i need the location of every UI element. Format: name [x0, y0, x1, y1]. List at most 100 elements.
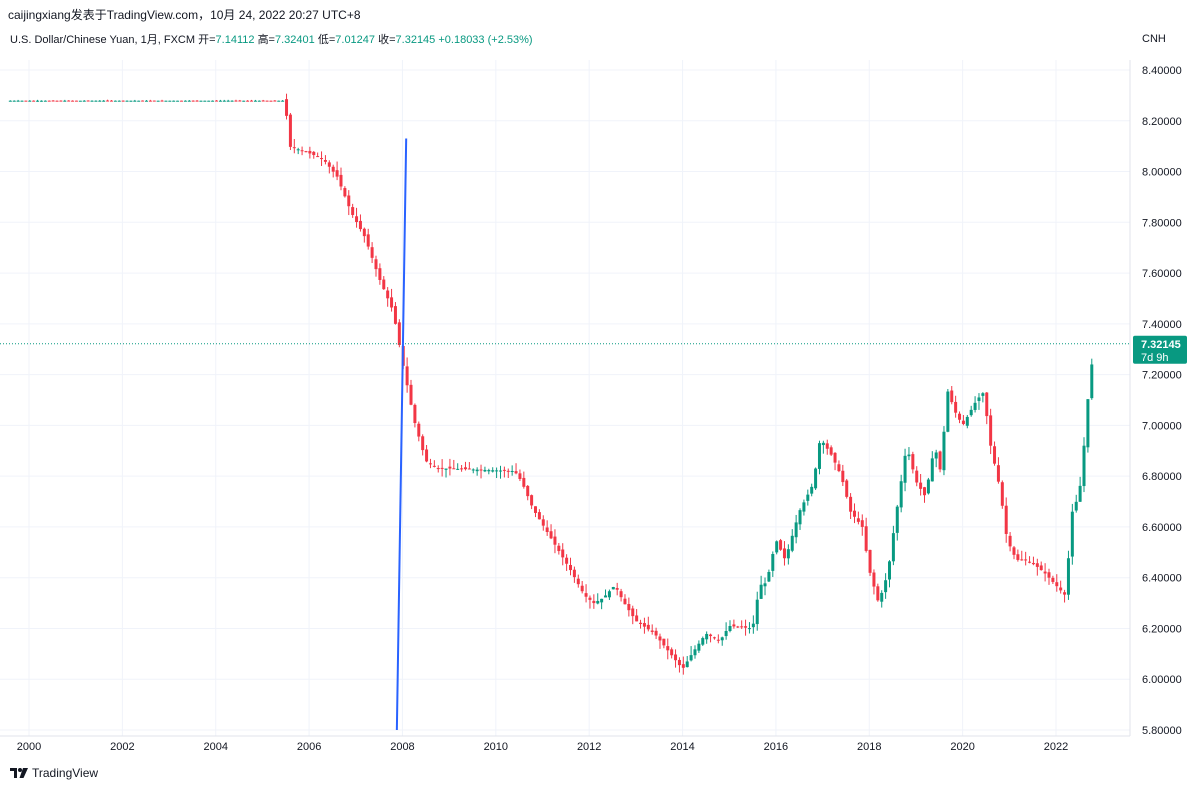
candle-body [285, 99, 289, 116]
candle-body [817, 443, 821, 469]
candle-body [179, 100, 183, 102]
candle-body [888, 561, 892, 580]
candle-body [183, 100, 187, 102]
x-tick-label: 2014 [670, 741, 694, 753]
candle-body [498, 470, 502, 472]
candle-body [814, 468, 818, 489]
candle-body [530, 495, 534, 506]
candle-body [522, 477, 526, 487]
x-tick-label: 2008 [390, 741, 414, 753]
candle-body [32, 100, 36, 102]
candle-body [615, 588, 619, 590]
trend-line [395, 138, 408, 731]
candle-body [993, 446, 997, 464]
candle-body [20, 100, 24, 102]
candle-body [635, 615, 639, 622]
candle-body [24, 100, 28, 102]
candle-body [444, 468, 448, 470]
candle-body [172, 100, 176, 102]
candle-body [646, 624, 650, 630]
candle-body [884, 580, 888, 593]
candle-body [611, 587, 615, 590]
candle-body [113, 100, 117, 102]
candle-body [934, 452, 938, 459]
symbol-legend: U.S. Dollar/Chinese Yuan, 1月, FXCM 开=7.1… [10, 31, 533, 47]
candle-body [440, 467, 444, 469]
candle-body [779, 540, 783, 550]
candle-body [316, 156, 320, 158]
candle-body [106, 100, 110, 102]
candle-body [413, 404, 417, 424]
candle-body [374, 259, 378, 270]
candle-body [312, 151, 316, 156]
candle-body [257, 100, 261, 102]
candle-body [117, 100, 121, 102]
candle-body [526, 485, 530, 497]
candle-body [36, 100, 40, 102]
candle-body [654, 630, 658, 636]
footer-brand[interactable]: TradingView [10, 766, 98, 780]
candle-body [1008, 535, 1012, 547]
candle-body [631, 608, 635, 617]
candle-body [899, 481, 903, 508]
candle-body [397, 322, 401, 345]
candle-body [63, 100, 67, 102]
candle-body [549, 531, 553, 539]
candle-body [821, 442, 825, 446]
candle-body [627, 604, 631, 611]
candle-body [728, 626, 732, 631]
candle-body [880, 592, 884, 602]
y-tick-label: 7.00000 [1142, 420, 1182, 432]
candle-body [1004, 505, 1008, 534]
candle-body [390, 297, 394, 308]
candle-body [432, 465, 436, 467]
candle-body [1012, 547, 1016, 555]
candle-body [71, 100, 75, 102]
last-price-value: 7.32145 [1141, 339, 1181, 351]
candle-body [405, 366, 409, 386]
y-tick-label: 8.00000 [1142, 167, 1182, 179]
candle-body [639, 622, 643, 625]
candle-body [946, 391, 950, 432]
candle-body [386, 290, 390, 299]
candle-body [358, 220, 362, 230]
candle-body [1082, 445, 1086, 487]
candle-body [51, 100, 55, 102]
candle-body [253, 100, 257, 102]
candle-body [751, 623, 755, 628]
candlestick-series [8, 93, 1094, 675]
candle-body [868, 549, 872, 573]
candle-body [98, 100, 102, 102]
candle-body [958, 413, 962, 420]
candle-body [67, 100, 71, 102]
symbol-title[interactable]: U.S. Dollar/Chinese Yuan, 1月, FXCM [10, 34, 196, 46]
candle-body [592, 600, 596, 604]
candle-body [895, 506, 899, 533]
candle-body [12, 100, 16, 102]
candle-body [619, 591, 623, 598]
candle-body [989, 415, 993, 446]
candle-body [211, 100, 215, 102]
candle-body [961, 420, 965, 424]
candle-body [230, 100, 234, 102]
candle-body [833, 452, 837, 463]
candle-body [1043, 571, 1047, 574]
candle-body [926, 479, 930, 494]
footer-brand-label: TradingView [32, 766, 99, 780]
candle-body [187, 100, 191, 102]
candle-body [269, 100, 273, 102]
candle-body [479, 469, 483, 471]
candle-body [545, 527, 549, 532]
candle-body [553, 536, 557, 545]
candle-body [421, 436, 425, 451]
candle-body [681, 664, 685, 668]
candle-body [919, 482, 923, 489]
y-tick-label: 7.60000 [1142, 268, 1182, 280]
candle-body [911, 454, 915, 470]
x-tick-label: 2016 [764, 741, 788, 753]
candle-body [802, 502, 806, 512]
candle-body [915, 470, 919, 483]
candle-body [246, 100, 250, 102]
candle-body [677, 659, 681, 666]
